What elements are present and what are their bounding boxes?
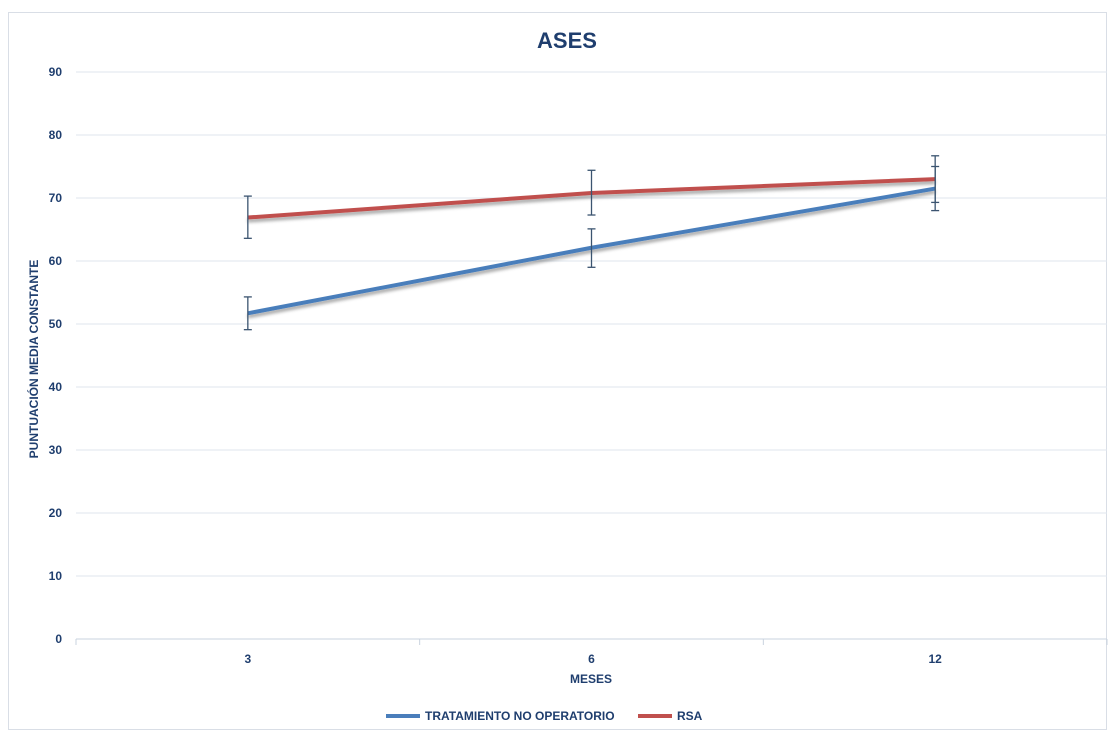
legend-label-1: TRATAMIENTO NO OPERATORIO	[425, 709, 615, 723]
y-tick-label: 0	[55, 632, 62, 646]
error-bar	[587, 169, 596, 216]
y-tick-label: 40	[49, 380, 63, 394]
x-tick-label: 6	[588, 652, 595, 666]
error-bar	[931, 155, 940, 204]
error-bar	[243, 296, 252, 331]
gridlines	[76, 71, 1107, 640]
x-tick-label: 12	[928, 652, 942, 666]
x-axis-title: MESES	[570, 672, 612, 686]
y-axis-ticks: 0 10 20 30 40 50 60 70 80 90	[49, 65, 63, 646]
legend: TRATAMIENTO NO OPERATORIO RSA	[386, 709, 703, 723]
y-tick-label: 60	[49, 254, 63, 268]
y-tick-label: 50	[49, 317, 63, 331]
error-bar	[587, 228, 596, 268]
error-bar	[243, 195, 252, 239]
y-tick-label: 80	[49, 128, 63, 142]
x-axis: 3 6 12	[75, 639, 1108, 666]
x-tick-label: 3	[244, 652, 251, 666]
y-tick-label: 30	[49, 443, 63, 457]
chart-title: ASES	[537, 28, 597, 53]
y-tick-label: 70	[49, 191, 63, 205]
chart-frame	[8, 12, 1107, 730]
y-tick-label: 90	[49, 65, 63, 79]
y-tick-label: 20	[49, 506, 63, 520]
legend-label-2: RSA	[677, 709, 703, 723]
error-bars	[243, 155, 940, 331]
y-axis-title: PUNTUACIÓN MEDIA CONSTANTE	[26, 260, 41, 459]
y-tick-label: 10	[49, 569, 63, 583]
